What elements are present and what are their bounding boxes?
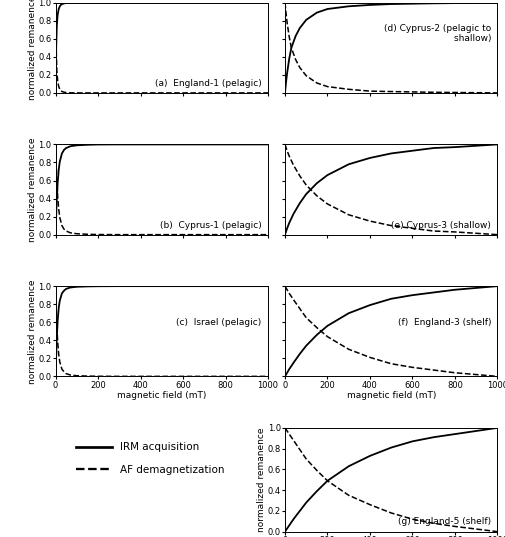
X-axis label: magnetic field (mT): magnetic field (mT)	[117, 391, 207, 400]
Text: (a)  England-1 (pelagic): (a) England-1 (pelagic)	[155, 79, 262, 89]
Y-axis label: normalized remanence: normalized remanence	[28, 137, 37, 242]
Text: (f)  England-3 (shelf): (f) England-3 (shelf)	[397, 318, 491, 326]
Legend: IRM acquisition, AF demagnetization: IRM acquisition, AF demagnetization	[71, 438, 229, 479]
Text: (c)  Israel (pelagic): (c) Israel (pelagic)	[176, 318, 262, 326]
X-axis label: magnetic field (mT): magnetic field (mT)	[346, 391, 436, 400]
Y-axis label: normalized remanence: normalized remanence	[28, 279, 37, 383]
Text: (g) England-5 (shelf): (g) England-5 (shelf)	[398, 518, 491, 526]
Text: (e) Cyprus-3 (shallow): (e) Cyprus-3 (shallow)	[391, 221, 491, 230]
Text: (d) Cyprus-2 (pelagic to
        shallow): (d) Cyprus-2 (pelagic to shallow)	[384, 24, 491, 43]
Y-axis label: normalized remanence: normalized remanence	[257, 427, 266, 532]
Text: (b)  Cyprus-1 (pelagic): (b) Cyprus-1 (pelagic)	[160, 221, 262, 230]
Y-axis label: normalized remanence: normalized remanence	[28, 0, 37, 100]
